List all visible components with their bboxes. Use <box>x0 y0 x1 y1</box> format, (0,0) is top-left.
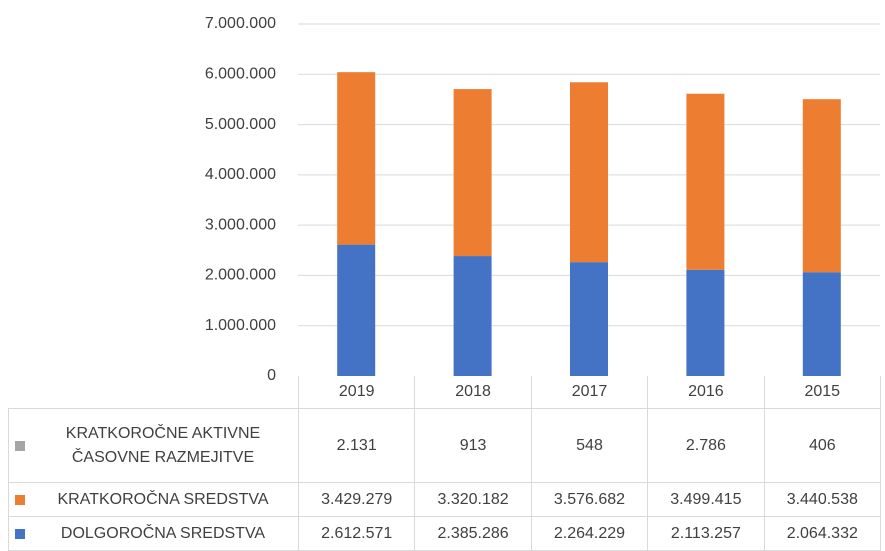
value-cell: 2.064.332 <box>763 516 881 551</box>
category-cell: 2019 <box>298 376 416 409</box>
value-cell: 2.131 <box>298 408 416 483</box>
y-tick-label: 1.000.000 <box>205 317 276 334</box>
y-tick-label: 2.000.000 <box>205 267 276 284</box>
y-tick-label: 5.000.000 <box>205 116 276 133</box>
legend-key <box>15 440 25 451</box>
category-cell: 2018 <box>414 376 532 409</box>
y-tick-label: 3.000.000 <box>205 216 276 233</box>
value-cell: 3.429.279 <box>298 482 416 517</box>
legend-key <box>15 528 25 539</box>
bar-segment <box>802 99 841 273</box>
legend-key <box>15 494 25 505</box>
legend-label: KRATKOROČNA SREDSTVA <box>57 490 269 508</box>
bar-segment <box>570 262 608 376</box>
y-tick-label: 0 <box>267 367 276 384</box>
value-cell: 3.320.182 <box>414 482 532 517</box>
y-tick-label: 7.000.000 <box>205 15 276 32</box>
value-cell: 2.612.571 <box>298 516 416 551</box>
bar-segment <box>337 72 376 245</box>
category-cell: 2016 <box>647 376 765 409</box>
bar-segment <box>453 89 492 257</box>
legend-label: DOLGOROČNA SREDSTVA <box>60 524 266 542</box>
y-tick-label: 4.000.000 <box>205 166 276 183</box>
y-tick-label: 6.000.000 <box>205 66 276 83</box>
value-cell: 3.499.415 <box>647 482 765 517</box>
category-cell: 2015 <box>763 376 881 409</box>
legend-cell: KRATKOROČNE AKTIVNE ČASOVNE RAZMEJITVE <box>8 408 299 483</box>
value-cell: 2.264.229 <box>530 516 649 551</box>
bar-segment <box>802 272 841 376</box>
value-cell: 2.113.257 <box>647 516 765 551</box>
value-cell: 406 <box>763 408 881 483</box>
legend-cell: DOLGOROČNA SREDSTVA <box>8 516 299 551</box>
value-cell: 548 <box>530 408 649 483</box>
category-cell: 2017 <box>530 376 649 409</box>
value-cell: 3.576.682 <box>530 482 649 517</box>
bar-segment <box>686 93 725 270</box>
value-cell: 913 <box>414 408 532 483</box>
bar-segment <box>686 269 725 376</box>
legend-cell: KRATKOROČNA SREDSTVA <box>8 482 299 517</box>
bar-segment <box>570 82 608 263</box>
value-cell: 2.786 <box>647 408 765 483</box>
value-cell: 3.440.538 <box>763 482 881 517</box>
bar-segment <box>453 256 492 376</box>
legend-label: KRATKOROČNE AKTIVNE ČASOVNE RAZMEJITVE <box>65 425 261 466</box>
value-cell: 2.385.286 <box>414 516 532 551</box>
bar-segment <box>337 244 376 376</box>
